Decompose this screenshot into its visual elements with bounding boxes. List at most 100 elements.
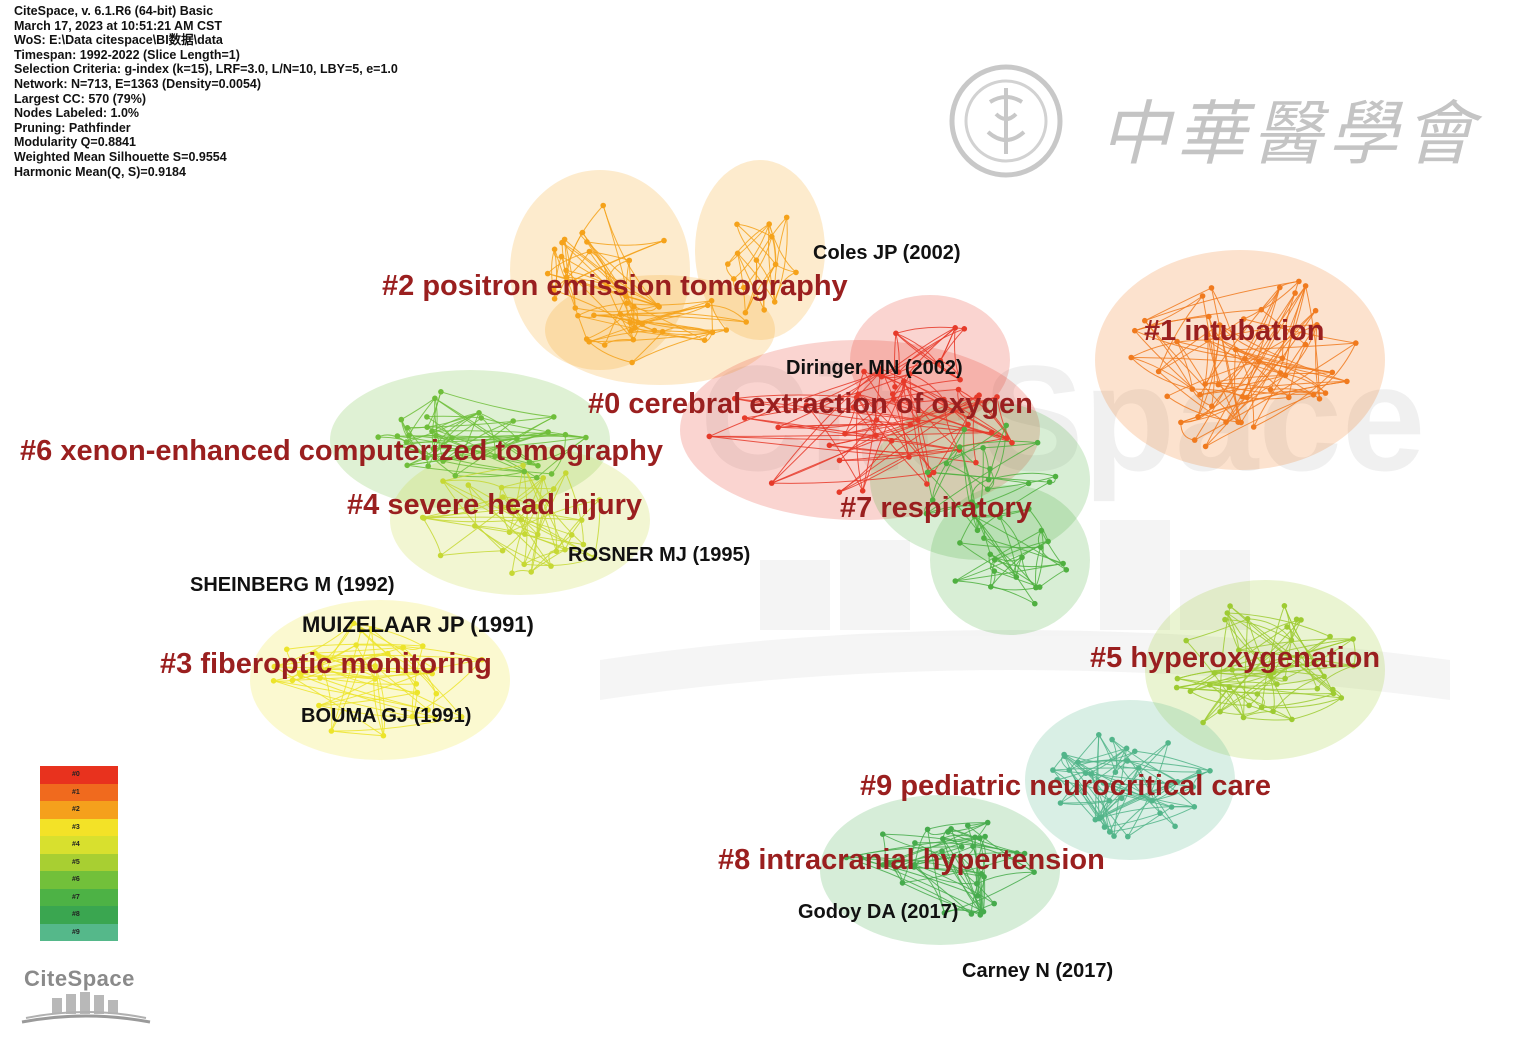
network-edge [586,306,635,340]
network-edge [431,391,442,449]
network-edge [1060,797,1122,805]
network-node [1003,422,1009,429]
network-node [1329,369,1336,376]
network-node [1101,824,1108,830]
network-edge [959,446,978,531]
network-node [970,843,976,850]
network-node [1256,358,1262,365]
network-edge [839,437,1007,461]
network-node [741,284,747,291]
network-node [394,433,401,439]
network-node [659,328,666,335]
network-node [725,261,731,267]
legend-swatch: #1 [40,783,118,801]
network-node [987,551,994,558]
network-edge [1144,287,1212,322]
network-node [550,287,557,293]
network-node [981,874,987,880]
network-node [1282,372,1289,379]
network-node [940,836,946,842]
network-edge [1127,760,1195,808]
network-node [1025,480,1032,487]
reference-label: Diringer MN (2002) [786,357,963,379]
network-node [433,690,440,697]
network-edge [1199,380,1347,396]
network-edge [778,424,911,428]
network-node [1240,316,1247,322]
network-node [579,229,586,236]
network-edge [577,302,627,317]
network-node [880,862,886,868]
network-node [1270,708,1276,715]
network-node [1088,771,1095,777]
network-edge [959,542,1017,578]
info-line: Nodes Labeled: 1.0% [14,106,140,121]
network-node [604,283,610,289]
network-node [1046,479,1053,485]
network-node [578,517,585,523]
network-node [948,826,954,832]
network-edge [853,389,959,408]
network-edge [1134,750,1211,772]
network-node [562,431,569,438]
network-node [520,462,526,469]
citespace-logo-graphic [21,992,151,1024]
network-edge [983,537,1064,564]
network-node [924,469,931,476]
network-edge [530,506,538,573]
network-edge [564,239,659,306]
network-node [1246,702,1252,709]
legend-swatch: #2 [40,801,118,819]
network-node [753,257,760,264]
network-edge [318,692,418,706]
network-node [803,402,810,409]
network-node [890,396,897,402]
network-node [1258,704,1265,711]
network-node [510,418,516,424]
network-node [375,434,382,440]
network-node [923,510,930,517]
network-edge [1211,287,1242,423]
network-node [413,681,420,687]
network-node [1063,567,1070,573]
network-node [907,371,913,377]
network-edge [586,240,665,246]
network-node [761,307,767,313]
network-node [1123,745,1130,752]
network-node [1277,284,1283,291]
network-node [974,394,980,401]
network-edge [1225,357,1283,423]
network-node [1293,616,1300,623]
legend-swatch: #6 [40,871,118,889]
network-node [1240,714,1247,721]
network-node [1021,850,1028,857]
network-node [1197,391,1203,398]
network-edge [829,444,960,454]
network-edge [374,665,429,711]
network-node [858,855,865,861]
network-edge [1176,687,1258,695]
network-node [987,466,993,472]
network-node [972,834,978,841]
network-node [551,296,558,302]
network-node [424,414,430,420]
network-edge [1211,287,1237,350]
info-line: Modularity Q=0.8841 [14,135,136,150]
network-node [957,376,963,383]
network-node [1206,313,1212,320]
network-node [977,835,983,842]
network-node [1202,381,1208,387]
network-edge [1288,344,1306,398]
network-node [429,428,435,435]
network-edge [654,330,713,335]
network-node [1353,340,1359,346]
network-node [1106,829,1113,835]
svg-text:CiteSpace: CiteSpace [700,334,1425,502]
network-node [498,484,505,491]
network-edge [1060,750,1136,804]
network-edge [299,672,417,685]
network-edge [1185,640,1244,718]
network-edge [999,516,1017,578]
network-node [563,470,569,476]
network-node [859,488,866,494]
